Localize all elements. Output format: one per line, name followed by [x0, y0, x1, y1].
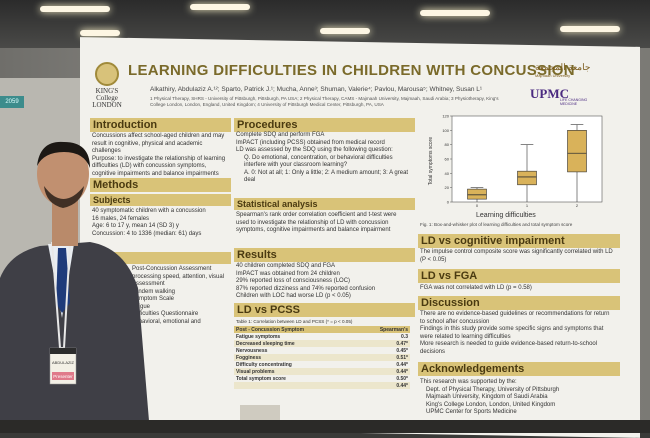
badge-name: ABDULAZIZ — [52, 360, 75, 365]
table-row: Nervousness 0.45* — [236, 347, 408, 354]
subjects-body: 40 symptomatic children with a concussio… — [92, 208, 206, 237]
intro-body: Concussions affect school-aged children … — [92, 133, 227, 178]
ld-fga-body: FGA was not correlated with LD (p = 0.58… — [420, 285, 532, 291]
ld-pcss-caption: Table 1: Correlation between LD and PCSS… — [236, 319, 353, 324]
y-tick-label: 120 — [442, 114, 449, 119]
results-heading: Results — [234, 248, 415, 262]
hair — [37, 141, 90, 168]
box-whisker-chart: 0 20 40 60 80 100 120 0 1 2 — [442, 114, 603, 208]
x-tick-label: 1 — [526, 203, 529, 208]
beard — [44, 186, 84, 208]
x-tick-label: 2 — [576, 203, 579, 208]
tools-body: Post-Concussion Assessment processing sp… — [132, 266, 225, 325]
board-number-tag: 2059 — [0, 96, 24, 108]
intro-bullet: Concussions affect school-aged children … — [92, 133, 225, 154]
ceiling-light — [40, 6, 110, 12]
y-tick-label: 0 — [447, 200, 450, 205]
crest-icon — [95, 62, 119, 86]
face — [37, 142, 89, 206]
upmc-tagline: LIFE CHANGING MEDICINE — [560, 98, 588, 106]
floor — [0, 420, 650, 433]
upmc-logo: UPMC — [530, 86, 569, 101]
procedures-body: Complete SDQ and perform FGA ImPACT (inc… — [236, 132, 409, 183]
ld-pcss-heading: LD vs PCSS — [234, 303, 415, 317]
acknowledgements-heading: Acknowledgements — [418, 362, 620, 376]
discussion-body: There are no evidence-based guidelines o… — [420, 311, 610, 355]
kings-college-logo: KING'S College LONDON — [90, 62, 124, 109]
table-row: Fatigue symptoms 0.3 — [236, 333, 408, 340]
methods-heading: Methods — [90, 178, 231, 192]
procedures-heading: Procedures — [234, 118, 415, 132]
poster-title: LEARNING DIFFICULTIES IN CHILDREN WITH C… — [128, 62, 575, 79]
intro-heading: Introduction — [90, 118, 231, 132]
intro-bullet: Purpose: to investigate the relationship… — [92, 155, 226, 177]
table-row: 0.44* — [234, 382, 410, 389]
table-row: Visual problems 0.44* — [234, 368, 410, 375]
ld-cognitive-heading: LD vs cognitive impairment — [418, 234, 620, 248]
x-tick-label: 0 — [476, 203, 479, 208]
stats-body: Spearman's rank order correlation coeffi… — [236, 212, 397, 233]
stats-heading: Statistical analysis — [234, 198, 415, 210]
suit-jacket — [0, 242, 150, 433]
ceiling-light — [190, 4, 250, 10]
chart-xlabel: Learning difficulties — [476, 212, 536, 219]
ld-cognitive-body: The impulse control composite score was … — [420, 249, 613, 263]
discussion-heading: Discussion — [418, 296, 620, 310]
y-tick-label: 20 — [445, 185, 450, 190]
acknowledgements-body: This research was supported by the: Dept… — [420, 379, 560, 415]
ceiling-light — [560, 26, 620, 32]
box — [467, 188, 487, 200]
ceiling-light — [80, 30, 120, 36]
ceiling-light — [420, 10, 490, 16]
y-tick-label: 60 — [445, 157, 450, 162]
subjects-heading: Subjects — [90, 194, 231, 206]
results-body: 40 children completed SDQ and FGA ImPACT… — [236, 263, 376, 299]
y-tick-label: 40 — [445, 171, 450, 176]
correlation-table: Post - Concussion Symptom Spearman's Fat… — [234, 326, 410, 389]
majmaah-logo: جامعة المجمعة Majmaah University — [535, 62, 591, 78]
table-row: Fogginess 0.51* — [234, 354, 410, 361]
box — [567, 130, 587, 173]
poster-authors: Alkathiry, Abdulaziz A.¹²; Sparto, Patri… — [150, 86, 483, 93]
table-header-row: Post - Concussion Symptom Spearman's — [234, 326, 410, 333]
presenter-person: ABDULAZIZ Presenter — [0, 141, 150, 433]
table-row: Total symptom score 0.50* — [236, 375, 408, 382]
table-row: Difficulty concentrating 0.44* — [236, 361, 408, 368]
chart-caption: Fig. 1: Box-and-whisker plot of learning… — [420, 222, 573, 227]
y-tick-label: 80 — [445, 142, 450, 147]
ld-fga-heading: LD vs FGA — [418, 269, 620, 283]
y-tick-label: 100 — [442, 128, 449, 133]
poster-affiliations: 1 Physical Therapy, SHRS - University of… — [150, 96, 499, 107]
ceiling-light — [320, 28, 370, 34]
box — [517, 170, 537, 186]
table-row: Decreased sleeping time 0.47* — [234, 340, 410, 347]
badge-role: Presenter — [53, 374, 73, 379]
chart-ylabel: Total symptoms score — [428, 136, 434, 186]
